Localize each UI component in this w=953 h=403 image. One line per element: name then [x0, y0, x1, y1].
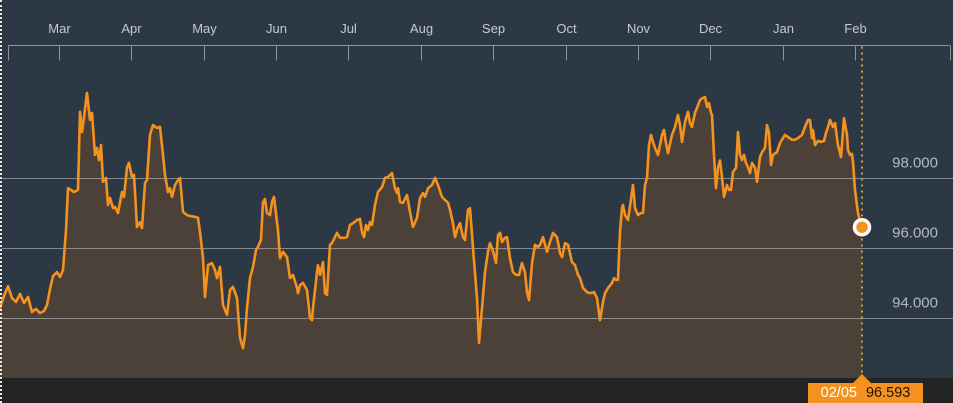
last-price-tag: 02/05 96.593	[808, 383, 923, 403]
area-fill	[0, 92, 862, 379]
month-label: Nov	[627, 21, 651, 36]
month-label: Jul	[340, 21, 357, 36]
month-label: Dec	[699, 21, 723, 36]
month-label: May	[192, 21, 217, 36]
y-axis-label: 98.000	[892, 155, 938, 172]
month-label: Feb	[844, 21, 866, 36]
price-line-layer	[0, 91, 864, 350]
last-price-value: 96.593	[865, 385, 911, 401]
y-axis-labels-layer: 98.000 96.000 94.000	[892, 155, 938, 312]
y-axis-label: 94.000	[892, 295, 938, 312]
price-line	[0, 91, 864, 350]
last-price-tag-pointer	[853, 374, 871, 383]
month-label: Aug	[410, 21, 433, 36]
month-label: Jan	[773, 21, 794, 36]
month-label: Mar	[48, 21, 71, 36]
month-labels-layer: Mar Apr May Jun Jul Aug Sep Oct Nov Dec Jan Feb	[48, 21, 866, 36]
left-dotted-border	[0, 0, 2, 403]
month-label: Jun	[266, 21, 287, 36]
area-fill-layer	[0, 92, 862, 379]
month-label: Sep	[482, 21, 505, 36]
last-price-marker[interactable]	[852, 217, 872, 237]
last-price-date: 02/05	[820, 385, 857, 401]
top-axis-layer	[8, 45, 951, 61]
y-axis-label: 96.000	[892, 225, 938, 242]
month-label: Apr	[121, 21, 142, 36]
month-label: Oct	[556, 21, 577, 36]
bottom-strip	[0, 378, 953, 403]
marker-layer	[852, 217, 872, 237]
